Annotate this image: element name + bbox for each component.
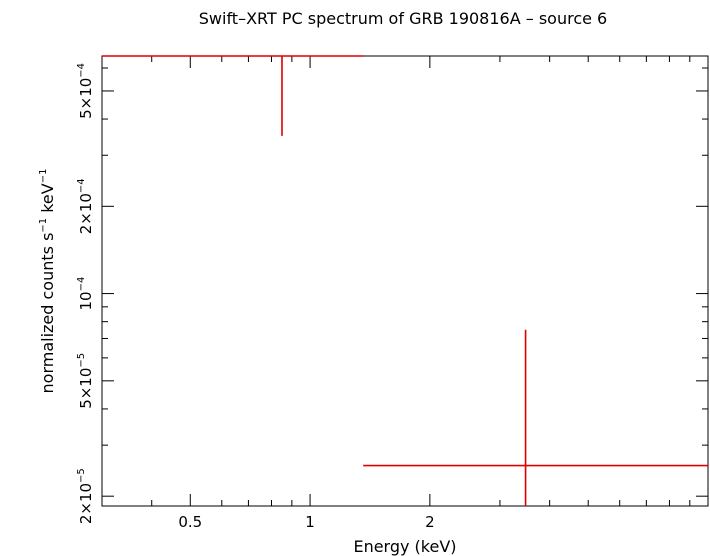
y-tick-mantissa: 2×10 — [77, 483, 95, 524]
plot-frame — [101, 55, 709, 507]
y-tick-label: 2×10−5 — [76, 468, 95, 524]
axis-ticks — [101, 56, 708, 506]
chart-title: Swift–XRT PC spectrum of GRB 190816A – s… — [199, 9, 607, 28]
x-tick-label: 2 — [425, 513, 435, 531]
y-tick-mantissa: 5×10 — [77, 368, 95, 409]
y-tick-mantissa: 5×10 — [77, 78, 95, 119]
y-tick-exponent: −5 — [76, 353, 87, 368]
y-tick-exponent: −4 — [76, 63, 87, 78]
y-tick-label: 10−4 — [76, 277, 95, 311]
y-tick-exponent: −4 — [76, 277, 87, 292]
x-tick-label: 0.5 — [178, 513, 202, 531]
y-tick-mantissa: 10 — [77, 291, 95, 310]
y-tick-exponent: −5 — [76, 468, 87, 483]
y-axis-label-base: normalized counts s — [38, 233, 57, 394]
y-tick-label: 5×10−5 — [76, 353, 95, 409]
data-point — [102, 55, 364, 136]
y-tick-mantissa: 2×10 — [77, 193, 95, 234]
y-axis-label-exp1: −1 — [38, 218, 49, 233]
data-point — [363, 329, 708, 506]
x-axis-label: Energy (keV) — [353, 537, 456, 556]
x-tick-labels: 0.5 1 2 — [178, 513, 434, 531]
data-marks — [102, 55, 708, 506]
y-tick-label: 2×10−4 — [76, 178, 95, 234]
x-tick-label: 1 — [305, 513, 315, 531]
y-axis-label-mid: keV — [38, 183, 57, 218]
y-tick-labels: 2×10−55×10−510−42×10−45×10−4 — [76, 63, 95, 524]
y-axis-label: normalized counts s−1 keV−1 — [38, 169, 57, 394]
y-tick-label: 5×10−4 — [76, 63, 95, 119]
y-tick-exponent: −4 — [76, 178, 87, 193]
y-axis-label-exp2: −1 — [38, 169, 49, 184]
